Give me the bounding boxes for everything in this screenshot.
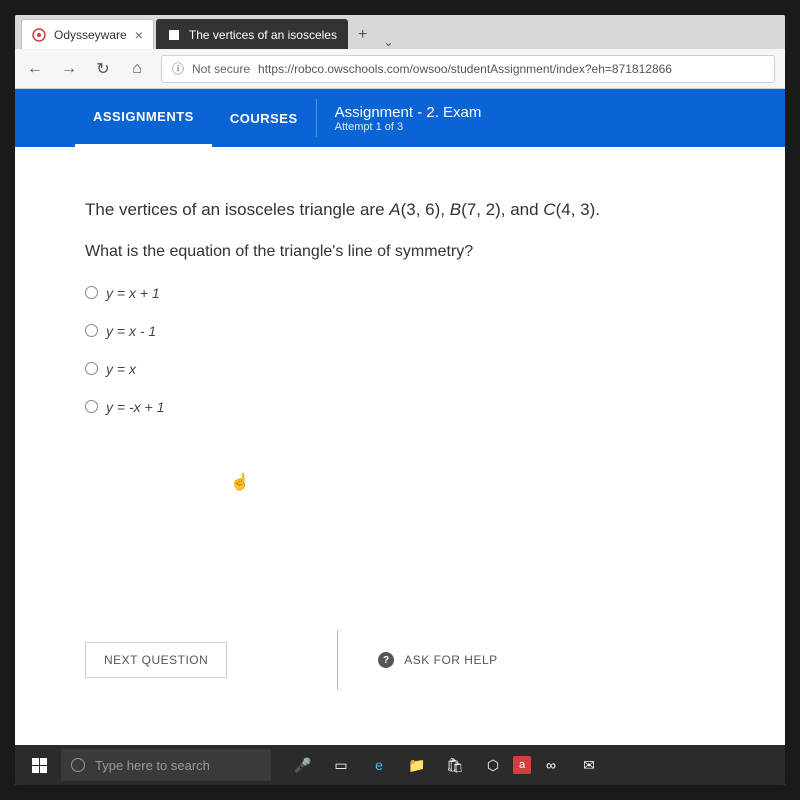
question-footer: NEXT QUESTION ? ASK FOR HELP bbox=[85, 630, 715, 690]
assignment-name-text: - 2. Exam bbox=[417, 104, 481, 121]
start-button[interactable] bbox=[21, 749, 57, 781]
new-tab-button[interactable]: + bbox=[350, 21, 375, 49]
vertex-c: C bbox=[543, 200, 555, 219]
explorer-icon[interactable]: 📁 bbox=[399, 749, 435, 781]
option-1[interactable]: y = x + 1 bbox=[85, 285, 715, 301]
nav-courses[interactable]: COURSES bbox=[212, 89, 316, 147]
option-4[interactable]: y = -x + 1 bbox=[85, 399, 715, 415]
edge-icon[interactable]: e bbox=[361, 749, 397, 781]
cursor-icon: ☝ bbox=[230, 472, 250, 492]
c-coords: (4, 3). bbox=[556, 200, 600, 219]
windows-logo-icon bbox=[32, 758, 47, 773]
browser-tab-2[interactable]: The vertices of an isosceles bbox=[156, 19, 348, 49]
tab-1-close-icon[interactable]: × bbox=[135, 27, 143, 43]
option-2[interactable]: y = x - 1 bbox=[85, 323, 715, 339]
search-placeholder: Type here to search bbox=[95, 758, 210, 773]
app-icon[interactable]: a bbox=[513, 756, 531, 774]
address-bar[interactable]: ⓘ Not secure https://robco.owschools.com… bbox=[161, 55, 775, 83]
option-3-text: y = x bbox=[106, 361, 136, 377]
nav-assignments-label: ASSIGNMENTS bbox=[93, 109, 194, 124]
mail-icon[interactable]: ✉ bbox=[571, 749, 607, 781]
browser-tab-1[interactable]: Odysseyware × bbox=[21, 19, 154, 49]
info-icon: ⓘ bbox=[172, 60, 184, 77]
next-question-button[interactable]: NEXT QUESTION bbox=[85, 642, 227, 678]
forward-button[interactable]: → bbox=[59, 60, 79, 78]
security-label: Not secure bbox=[192, 62, 250, 76]
app-header: ASSIGNMENTS COURSES Assignment - 2. Exam… bbox=[15, 89, 785, 147]
radio-3[interactable] bbox=[85, 362, 98, 375]
footer-divider bbox=[337, 630, 338, 690]
back-button[interactable]: ← bbox=[25, 60, 45, 78]
radio-4[interactable] bbox=[85, 400, 98, 413]
ask-help-label: ASK FOR HELP bbox=[404, 653, 497, 667]
browser-tabs-bar: Odysseyware × The vertices of an isoscel… bbox=[15, 15, 785, 49]
taskbar-icons: 🎤 ▭ e 📁 🛍 ⬡ a ∞ ✉ bbox=[285, 749, 607, 781]
odysseyware-icon bbox=[32, 28, 46, 42]
tab-2-label: The vertices of an isosceles bbox=[189, 28, 337, 42]
nav-courses-label: COURSES bbox=[230, 111, 298, 126]
question-text: The vertices of an isosceles triangle ar… bbox=[85, 197, 715, 223]
nav-assignments[interactable]: ASSIGNMENTS bbox=[75, 89, 212, 147]
assignment-title: Assignment - 2. Exam bbox=[335, 104, 482, 121]
assignment-info: Assignment - 2. Exam Attempt 1 of 3 bbox=[317, 89, 500, 147]
taskbar-search[interactable]: Type here to search bbox=[61, 749, 271, 781]
mic-icon[interactable]: 🎤 bbox=[285, 749, 321, 781]
browser-toolbar: ← → ↻ ⌂ ⓘ Not secure https://robco.owsch… bbox=[15, 49, 785, 89]
url-text: https://robco.owschools.com/owsoo/studen… bbox=[258, 62, 672, 76]
radio-2[interactable] bbox=[85, 324, 98, 337]
vertex-a: A bbox=[389, 200, 400, 219]
vertex-b: B bbox=[450, 200, 461, 219]
ask-for-help-button[interactable]: ? ASK FOR HELP bbox=[378, 652, 497, 668]
option-1-text: y = x + 1 bbox=[106, 285, 160, 301]
subquestion-text: What is the equation of the triangle's l… bbox=[85, 243, 715, 261]
b-coords: (7, 2), and bbox=[461, 200, 543, 219]
store-icon[interactable]: 🛍 bbox=[437, 749, 473, 781]
assignment-label-text: Assignment bbox=[335, 104, 413, 121]
a-coords: (3, 6), bbox=[401, 200, 450, 219]
radio-1[interactable] bbox=[85, 286, 98, 299]
option-4-text: y = -x + 1 bbox=[106, 399, 164, 415]
refresh-button[interactable]: ↻ bbox=[93, 59, 113, 79]
content-area: The vertices of an isosceles triangle ar… bbox=[15, 147, 785, 745]
tab-1-label: Odysseyware bbox=[54, 28, 127, 42]
home-button[interactable]: ⌂ bbox=[127, 60, 147, 78]
infinity-icon[interactable]: ∞ bbox=[533, 749, 569, 781]
screen-area: Odysseyware × The vertices of an isoscel… bbox=[15, 15, 785, 785]
q-pre: The vertices of an isosceles triangle ar… bbox=[85, 200, 389, 219]
option-3[interactable]: y = x bbox=[85, 361, 715, 377]
cortana-icon bbox=[71, 758, 85, 772]
task-view-icon[interactable]: ▭ bbox=[323, 749, 359, 781]
help-icon: ? bbox=[378, 652, 394, 668]
windows-taskbar: Type here to search 🎤 ▭ e 📁 🛍 ⬡ a ∞ ✉ bbox=[15, 745, 785, 785]
tabs-dropdown-icon[interactable]: ⌄ bbox=[377, 35, 399, 49]
attempt-text: Attempt 1 of 3 bbox=[335, 121, 482, 133]
dropbox-icon[interactable]: ⬡ bbox=[475, 749, 511, 781]
page-icon bbox=[167, 28, 181, 42]
option-2-text: y = x - 1 bbox=[106, 323, 156, 339]
